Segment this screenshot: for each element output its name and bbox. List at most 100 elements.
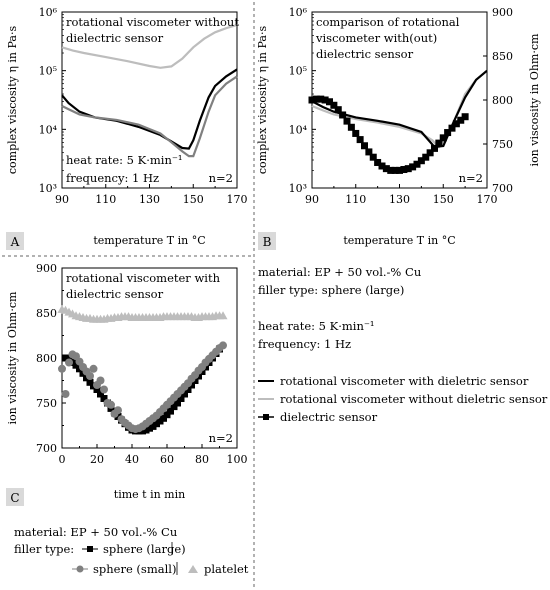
- y-tick-label: 10⁶: [289, 6, 308, 19]
- x-tick-label: 110: [95, 193, 116, 206]
- x-tick-label: 90: [55, 193, 69, 206]
- square-marker: [184, 386, 192, 393]
- square-marker: [326, 98, 333, 106]
- panel-annotation: dielectric sensor: [66, 287, 164, 301]
- legend-dielectric-marker: [263, 414, 269, 420]
- panel-annotation: viscometer with(out): [315, 31, 437, 45]
- panel-c: 0 20 40 60 80 100 700 750 800 850 900 time t in min…: [6, 262, 248, 501]
- panel-annotation: comparison of rotational: [316, 15, 460, 29]
- square-marker: [435, 139, 443, 147]
- circle-marker: [89, 364, 98, 373]
- triangle-marker: [218, 311, 228, 320]
- square-marker: [369, 153, 377, 161]
- square-marker: [177, 395, 185, 402]
- y-tick-label: 750: [36, 397, 57, 410]
- y2-axis-label: ion viscosity in Ohm·cm: [528, 33, 541, 166]
- circle-marker: [96, 376, 105, 385]
- y-axis-label: ion viscosity in Ohm·cm: [6, 291, 19, 424]
- x-tick-label: 0: [59, 453, 66, 466]
- square-marker: [400, 166, 408, 174]
- square-marker: [163, 411, 171, 419]
- square-marker: [461, 113, 469, 121]
- square-marker: [97, 390, 104, 398]
- x-tick-label: 170: [477, 193, 498, 206]
- square-marker: [444, 129, 452, 137]
- sample-count: n=2: [459, 171, 483, 185]
- square-marker: [312, 95, 320, 103]
- y-tick-label: 10³: [289, 182, 307, 195]
- square-marker: [361, 142, 368, 150]
- bl-large-marker: [87, 546, 93, 552]
- series-line: [61, 68, 238, 150]
- x-axis-label: time t in min: [114, 488, 185, 501]
- y-tick-label: 10³: [39, 182, 57, 195]
- y2-tick-label: 750: [492, 138, 513, 151]
- panel-label-b: B: [263, 235, 272, 249]
- square-marker: [334, 106, 342, 114]
- series-line: [311, 69, 488, 149]
- square-marker: [167, 407, 174, 415]
- y-tick-label: 10⁵: [39, 65, 57, 78]
- legend-entry-3: dielectric sensor: [280, 410, 378, 424]
- panel-label-a: A: [10, 235, 20, 249]
- square-marker: [387, 166, 395, 174]
- circle-marker: [61, 390, 70, 398]
- square-marker: [431, 144, 438, 152]
- series-line: [61, 23, 238, 69]
- y-tick-label: 10⁵: [289, 65, 307, 78]
- square-marker: [308, 96, 316, 104]
- bl-small-marker: [76, 565, 84, 573]
- legend-frequency: frequency: 1 Hz: [258, 337, 351, 351]
- square-marker: [160, 414, 167, 422]
- x-tick-label: 170: [227, 193, 248, 206]
- y-tick-label: 850: [36, 307, 57, 320]
- panel-label-c: C: [10, 491, 19, 505]
- x-tick-label: 60: [160, 453, 174, 466]
- x-tick-label: 80: [195, 453, 209, 466]
- square-marker: [417, 157, 425, 165]
- square-marker: [448, 124, 456, 132]
- bl-platelet-text: platelet: [204, 562, 249, 576]
- x-tick-label: 20: [90, 453, 104, 466]
- circle-marker: [58, 364, 66, 373]
- y-tick-label: 10⁴: [289, 123, 308, 136]
- bottom-filler-label: filler type:: [14, 542, 74, 556]
- y2-tick-label: 800: [492, 94, 513, 107]
- circle-marker: [219, 341, 227, 350]
- square-marker: [391, 166, 399, 174]
- circle-marker: [114, 406, 122, 415]
- legend-entry-1: rotational viscometer with dieletric sen…: [280, 374, 529, 388]
- y-tick-label: 900: [36, 262, 57, 275]
- square-marker: [86, 378, 94, 386]
- y-tick-label: 10⁴: [39, 123, 58, 136]
- square-marker: [170, 403, 178, 411]
- bl-small-text: sphere (small): [93, 562, 176, 576]
- square-marker: [378, 162, 386, 170]
- panel-annotation: rotational viscometer with: [66, 271, 221, 285]
- circle-marker: [65, 358, 73, 367]
- square-marker: [374, 158, 382, 166]
- x-tick-label: 100: [227, 453, 248, 466]
- series-line: [61, 75, 238, 158]
- square-marker: [72, 361, 80, 369]
- square-marker: [409, 163, 417, 171]
- y2-tick-label: 700: [492, 182, 513, 195]
- y-axis-label: complex viscosity η in Pa·s: [256, 26, 269, 175]
- square-marker: [181, 390, 188, 398]
- square-marker: [413, 160, 421, 168]
- panel-label-b-box: [258, 232, 276, 250]
- panel-note: frequency: 1 Hz: [66, 171, 159, 185]
- square-marker: [93, 386, 101, 393]
- x-tick-label: 110: [345, 193, 366, 206]
- x-axis-label: temperature T in °C: [343, 234, 455, 247]
- bl-platelet-marker: [188, 565, 198, 573]
- square-marker: [452, 120, 460, 128]
- square-marker: [352, 129, 360, 137]
- y-tick-label: 10⁶: [39, 6, 58, 19]
- square-marker: [439, 134, 447, 142]
- legend-material: material: EP + 50 vol.-% Cu: [258, 265, 421, 279]
- square-marker: [356, 136, 364, 144]
- panel-annotation: dielectric sensor: [316, 47, 414, 61]
- square-marker: [174, 399, 181, 407]
- y2-tick-label: 850: [492, 50, 513, 63]
